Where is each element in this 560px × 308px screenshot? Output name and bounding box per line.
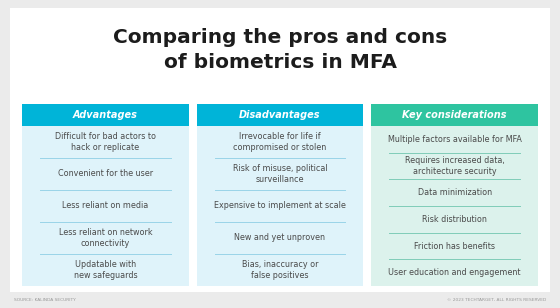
Text: New and yet unproven: New and yet unproven bbox=[235, 233, 325, 242]
Text: Expensive to implement at scale: Expensive to implement at scale bbox=[214, 201, 346, 210]
Text: SOURCE: KALINDA SECURITY: SOURCE: KALINDA SECURITY bbox=[14, 298, 76, 302]
Bar bbox=[371, 126, 538, 286]
Text: Convenient for the user: Convenient for the user bbox=[58, 169, 153, 179]
Text: © 2023 TECHTARGET, ALL RIGHTS RESERVED: © 2023 TECHTARGET, ALL RIGHTS RESERVED bbox=[447, 298, 546, 302]
Text: Updatable with
new safeguards: Updatable with new safeguards bbox=[73, 260, 137, 280]
Text: Friction has benefits: Friction has benefits bbox=[414, 241, 495, 250]
Text: Less reliant on network
connectivity: Less reliant on network connectivity bbox=[59, 228, 152, 248]
Bar bbox=[197, 104, 363, 126]
Text: Irrevocable for life if
compromised or stolen: Irrevocable for life if compromised or s… bbox=[234, 132, 326, 152]
Text: Advantages: Advantages bbox=[73, 110, 138, 120]
Text: Difficult for bad actors to
hack or replicate: Difficult for bad actors to hack or repl… bbox=[55, 132, 156, 152]
Text: Comparing the pros and cons
of biometrics in MFA: Comparing the pros and cons of biometric… bbox=[113, 28, 447, 72]
Bar bbox=[22, 104, 189, 126]
Text: Data minimization: Data minimization bbox=[418, 188, 492, 197]
Bar bbox=[197, 126, 363, 286]
Text: Risk distribution: Risk distribution bbox=[422, 215, 487, 224]
Text: Key considerations: Key considerations bbox=[403, 110, 507, 120]
Text: Requires increased data,
architecture security: Requires increased data, architecture se… bbox=[405, 156, 505, 176]
Text: User education and engagement: User education and engagement bbox=[389, 268, 521, 277]
Text: Less reliant on media: Less reliant on media bbox=[62, 201, 148, 210]
Bar bbox=[22, 126, 189, 286]
Text: Multiple factors available for MFA: Multiple factors available for MFA bbox=[388, 135, 521, 144]
Bar bbox=[371, 104, 538, 126]
Text: Bias, inaccuracy or
false positives: Bias, inaccuracy or false positives bbox=[242, 260, 318, 280]
Text: Disadvantages: Disadvantages bbox=[239, 110, 321, 120]
Text: Risk of misuse, political
surveillance: Risk of misuse, political surveillance bbox=[233, 164, 327, 184]
